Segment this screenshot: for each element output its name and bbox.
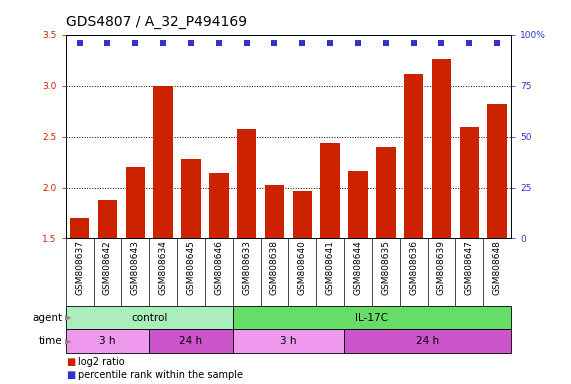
Text: GSM808635: GSM808635 <box>381 240 391 295</box>
Point <box>325 40 335 46</box>
Bar <box>70 218 89 238</box>
Text: GDS4807 / A_32_P494169: GDS4807 / A_32_P494169 <box>66 15 247 29</box>
Bar <box>265 185 284 238</box>
Bar <box>66 306 233 329</box>
Text: GSM808633: GSM808633 <box>242 240 251 295</box>
Text: GSM808638: GSM808638 <box>270 240 279 295</box>
Bar <box>344 329 511 353</box>
Text: GSM808636: GSM808636 <box>409 240 418 295</box>
Point <box>242 40 251 46</box>
Bar <box>320 143 340 238</box>
Text: GSM808641: GSM808641 <box>325 240 335 295</box>
Bar <box>233 306 511 329</box>
Bar <box>348 171 368 238</box>
Point <box>297 40 307 46</box>
Text: GSM808647: GSM808647 <box>465 240 474 295</box>
Bar <box>126 167 145 238</box>
Bar <box>154 86 173 238</box>
Bar <box>432 60 451 238</box>
Text: ■: ■ <box>66 357 75 367</box>
Point <box>75 40 84 46</box>
Text: GSM808645: GSM808645 <box>186 240 195 295</box>
Bar <box>292 190 312 238</box>
Text: 24 h: 24 h <box>179 336 203 346</box>
Text: IL-17C: IL-17C <box>355 313 388 323</box>
Bar <box>404 74 423 238</box>
Bar <box>488 104 507 238</box>
Text: GSM808648: GSM808648 <box>493 240 502 295</box>
Text: agent: agent <box>33 313 63 323</box>
Text: time: time <box>39 336 63 346</box>
Point <box>103 40 112 46</box>
Text: GSM808640: GSM808640 <box>297 240 307 295</box>
Bar <box>237 129 256 238</box>
Bar <box>233 329 344 353</box>
Point <box>186 40 195 46</box>
Text: log2 ratio: log2 ratio <box>78 357 125 367</box>
Text: GSM808642: GSM808642 <box>103 240 112 295</box>
Point <box>214 40 223 46</box>
Text: ▶: ▶ <box>65 313 71 322</box>
Bar <box>376 147 396 238</box>
Bar <box>149 329 233 353</box>
Text: GSM808643: GSM808643 <box>131 240 140 295</box>
Text: control: control <box>131 313 167 323</box>
Text: ■: ■ <box>66 370 75 380</box>
Text: GSM808644: GSM808644 <box>353 240 363 295</box>
Text: GSM808634: GSM808634 <box>159 240 168 295</box>
Text: ▶: ▶ <box>65 337 71 346</box>
Text: percentile rank within the sample: percentile rank within the sample <box>78 370 243 380</box>
Point <box>381 40 391 46</box>
Bar <box>66 329 149 353</box>
Text: 3 h: 3 h <box>99 336 116 346</box>
Point <box>270 40 279 46</box>
Bar <box>460 126 479 238</box>
Text: GSM808637: GSM808637 <box>75 240 84 295</box>
Bar <box>181 159 200 238</box>
Point <box>409 40 418 46</box>
Text: 24 h: 24 h <box>416 336 439 346</box>
Point <box>353 40 363 46</box>
Point <box>437 40 446 46</box>
Point <box>493 40 502 46</box>
Text: GSM808646: GSM808646 <box>214 240 223 295</box>
Point <box>131 40 140 46</box>
Bar <box>209 173 228 238</box>
Text: GSM808639: GSM808639 <box>437 240 446 295</box>
Point <box>159 40 168 46</box>
Point <box>465 40 474 46</box>
Text: 3 h: 3 h <box>280 336 296 346</box>
Bar <box>98 200 117 238</box>
